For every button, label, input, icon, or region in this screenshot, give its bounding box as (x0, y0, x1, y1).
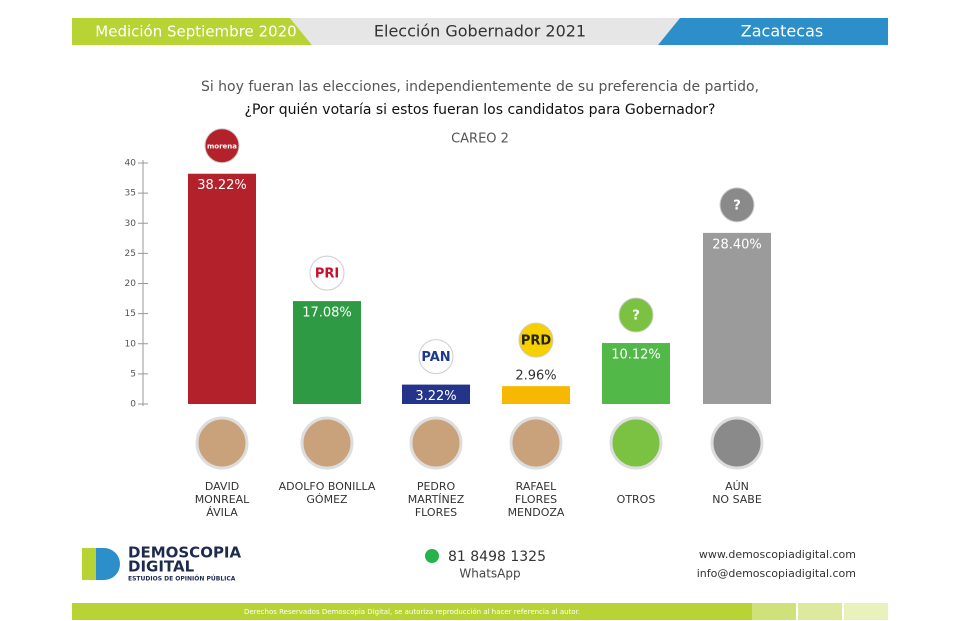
web: www.demoscopiadigital.com (699, 548, 856, 561)
footer-logo (82, 548, 120, 580)
candidate-photo (195, 416, 249, 470)
party-logo-text: ? (632, 309, 640, 324)
value-label: 28.40% (712, 237, 762, 252)
candidate-photo (609, 416, 663, 470)
header-right-band (658, 18, 888, 45)
party-logo-text: PRI (315, 267, 339, 282)
bar (293, 301, 361, 404)
party-logo (204, 128, 240, 164)
y-tick-label: 35 (125, 189, 136, 199)
phone: 81 8498 1325 (448, 549, 546, 565)
party-logo (309, 255, 345, 291)
y-tick-label: 20 (125, 279, 137, 289)
x-tick-label: DAVID MONREAL ÁVILA (194, 480, 250, 519)
footer-band (72, 603, 752, 620)
y-tick-label: 15 (125, 309, 136, 319)
value-label: 3.22% (415, 389, 456, 404)
footer-band (798, 603, 842, 620)
bar (602, 343, 670, 404)
y-tick-label: 10 (125, 339, 137, 349)
header-center-band (290, 18, 680, 45)
email: info@demoscopiadigital.com (697, 567, 856, 580)
chart-title: ¿Por quién votaría si estos fueran los c… (245, 102, 716, 118)
whatsapp-icon (425, 549, 439, 563)
y-tick-label: 25 (125, 249, 136, 259)
rights: Derechos Reservados Demoscopia Digital, … (244, 608, 580, 616)
x-tick-label: RAFAEL FLORES MENDOZA (507, 480, 565, 519)
candidate-photo (710, 416, 764, 470)
x-tick-label: AÚN NO SABE (712, 480, 762, 506)
party-logo (518, 322, 554, 358)
party-logo-text: PAN (421, 350, 450, 365)
x-tick-label: OTROS (616, 493, 656, 506)
party-logo-text: morena (207, 143, 237, 151)
y-tick-label: 40 (125, 159, 137, 169)
x-tick-label: ADOLFO BONILLA GÓMEZ (278, 480, 376, 506)
bar (402, 384, 470, 404)
value-label: 17.08% (302, 306, 352, 321)
header-left: Medición Septiembre 2020 (95, 23, 296, 41)
y-tick-label: 0 (130, 400, 136, 410)
logo-d (96, 548, 120, 580)
brand2: DIGITAL (128, 558, 195, 576)
party-logo (719, 187, 755, 223)
brand: DEMOSCOPIA (128, 544, 242, 562)
footer-band (844, 603, 888, 620)
party-logo-text: ? (733, 198, 741, 213)
bar (502, 386, 570, 404)
candidate-photo (409, 416, 463, 470)
phone-label: WhatsApp (459, 567, 520, 581)
subtitle: Si hoy fueran las elecciones, independie… (201, 79, 759, 95)
bar (703, 232, 771, 404)
party-logo (418, 339, 454, 375)
annotation: CAREO 2 (451, 132, 509, 147)
value-label: 38.22% (197, 178, 247, 193)
value-label: 2.96% (515, 369, 556, 384)
footer-band (752, 603, 796, 620)
header-right: Zacatecas (741, 22, 823, 41)
candidate-photo (509, 416, 563, 470)
y-tick-label: 30 (125, 219, 137, 229)
party-logo (618, 297, 654, 333)
value-label: 10.12% (611, 348, 661, 363)
party-logo-text: PRD (521, 334, 552, 349)
header-center: Elección Gobernador 2021 (374, 22, 586, 41)
y-tick-label: 5 (130, 369, 136, 379)
x-tick-label: PEDRO MARTÍNEZ FLORES (407, 480, 465, 519)
header-left-band (72, 18, 312, 45)
bar (188, 173, 256, 404)
logo-bar (82, 548, 96, 580)
candidate-photo (300, 416, 354, 470)
tagline: ESTUDIOS DE OPINIÓN PÚBLICA (128, 576, 236, 583)
